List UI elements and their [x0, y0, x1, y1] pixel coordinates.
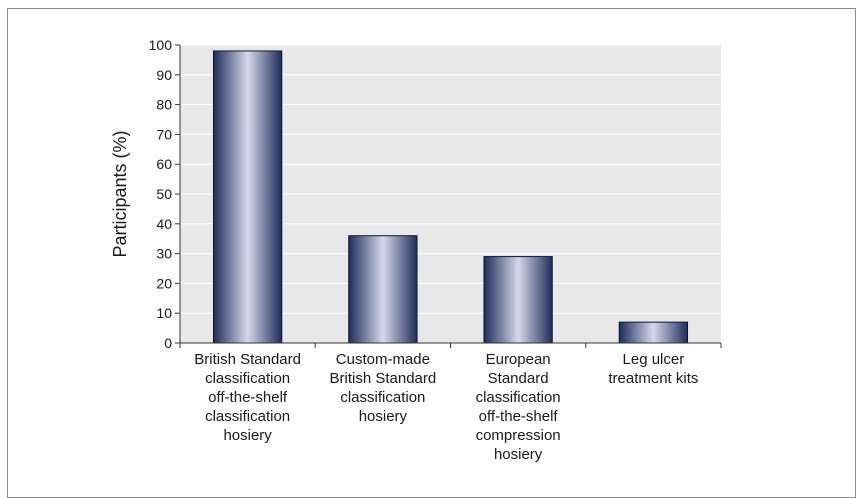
y-tick-label: 30 — [156, 246, 172, 262]
y-tick-label: 10 — [156, 305, 172, 321]
x-category-label: British Standard classification off-the-sh… — [194, 351, 301, 444]
y-axis-title: Participants (%) — [110, 130, 130, 257]
x-category-label-line: off-the-shelf — [208, 389, 288, 406]
x-category-labels: British Standard classification off-the-sh… — [194, 351, 698, 463]
bar-0 — [212, 50, 283, 344]
x-category-label-line: British Standard — [330, 370, 437, 387]
x-category-label-line: British Standard — [194, 351, 301, 368]
x-category-label-line: hosiery — [359, 408, 408, 425]
x-category-label-line: treatment kits — [608, 370, 698, 387]
bar-chart: 0 10 20 30 40 50 60 70 80 90 100 British Standard c… — [110, 37, 722, 463]
axes — [175, 44, 722, 348]
y-tick-label: 90 — [156, 67, 172, 83]
x-category-label-line: hosiery — [494, 446, 543, 463]
y-tick-label: 70 — [156, 126, 172, 142]
x-category-label-line: hosiery — [223, 427, 272, 444]
x-category-label-line: classification — [340, 389, 425, 406]
x-category-label: European Standard classification off-the-sh… — [476, 351, 561, 463]
bar-1 — [348, 235, 418, 344]
y-tick-label: 50 — [156, 186, 172, 202]
y-tick-label: 100 — [149, 37, 173, 53]
y-tick-label: 80 — [156, 97, 172, 113]
x-category-label-line: Standard — [488, 370, 549, 387]
y-tick-label: 0 — [164, 335, 172, 351]
x-category-label-line: classification — [205, 408, 290, 425]
x-category-label-line: compression — [476, 427, 561, 444]
x-category-label-line: off-the-shelf — [479, 408, 559, 425]
x-category-label-line: Leg ulcer — [623, 351, 685, 368]
x-category-label-line: Custom-made — [336, 351, 430, 368]
y-tick-label: 40 — [156, 216, 172, 232]
y-tick-label: 60 — [156, 156, 172, 172]
bar-3 — [618, 321, 689, 344]
x-category-label: Leg ulcer treatment kits — [608, 351, 698, 387]
bar-2 — [483, 256, 553, 344]
y-tick-labels: 0 10 20 30 40 50 60 70 80 90 100 — [149, 37, 173, 351]
y-tick-label: 20 — [156, 275, 172, 291]
x-category-label-line: classification — [205, 370, 290, 387]
x-category-label-line: classification — [476, 389, 561, 406]
x-category-label-line: European — [486, 351, 551, 368]
x-category-label: Custom-made British Standard classificatio… — [330, 351, 437, 425]
